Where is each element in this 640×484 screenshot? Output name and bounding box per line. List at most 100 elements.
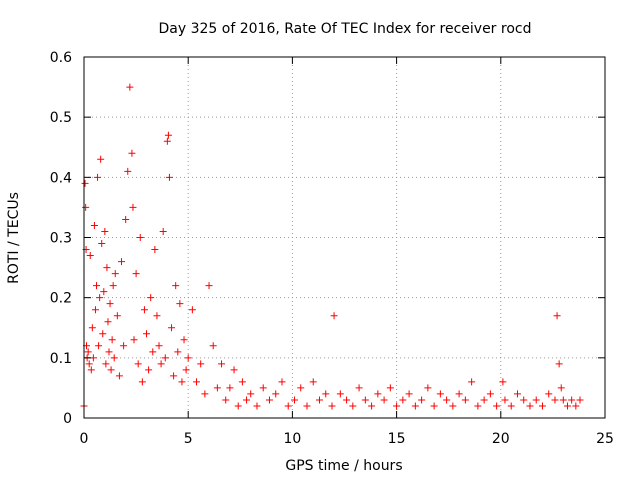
data-point [468, 378, 476, 386]
data-point [234, 402, 242, 410]
data-point [118, 258, 126, 266]
data-point [393, 402, 401, 410]
data-point [113, 312, 121, 320]
data-point [164, 131, 172, 139]
data-point [559, 396, 567, 404]
data-point [155, 342, 163, 350]
data-point [297, 384, 305, 392]
data-point [322, 390, 330, 398]
data-point [143, 330, 151, 338]
data-point [568, 396, 576, 404]
data-point [182, 366, 190, 374]
data-point [213, 384, 221, 392]
y-tick-label: 0.6 [50, 50, 72, 66]
data-point [95, 342, 103, 350]
data-point [486, 390, 494, 398]
data-point [105, 348, 113, 356]
data-point [247, 390, 255, 398]
data-point [99, 330, 107, 338]
data-point [102, 360, 110, 368]
data-point [230, 366, 238, 374]
data-point [380, 396, 388, 404]
data-point [85, 360, 93, 368]
data-point [126, 83, 134, 91]
data-point [374, 390, 382, 398]
data-point [328, 402, 336, 410]
data-point [132, 270, 140, 278]
data-point [474, 402, 482, 410]
data-point [418, 396, 426, 404]
data-point [110, 354, 118, 362]
data-point [526, 402, 534, 410]
data-point [443, 396, 451, 404]
data-point [168, 324, 176, 332]
data-point [284, 402, 292, 410]
data-point [115, 372, 123, 380]
y-tick-label: 0 [63, 411, 72, 427]
data-point [480, 396, 488, 404]
y-tick-label: 0.4 [50, 170, 72, 186]
data-point [259, 384, 267, 392]
data-point [104, 318, 112, 326]
data-point [238, 378, 246, 386]
y-tick-label: 0.1 [50, 351, 72, 367]
data-point [176, 300, 184, 308]
data-point [290, 396, 298, 404]
data-point [557, 384, 565, 392]
data-point [226, 384, 234, 392]
data-point [424, 384, 432, 392]
data-point [197, 360, 205, 368]
data-point [88, 324, 96, 332]
data-point [303, 402, 311, 410]
data-point [222, 396, 230, 404]
data-point [120, 342, 128, 350]
data-point [349, 402, 357, 410]
data-point [149, 348, 157, 356]
data-point [532, 396, 540, 404]
data-point [81, 179, 89, 187]
data-point [98, 240, 106, 248]
data-point [265, 396, 273, 404]
grid-lines [84, 57, 605, 418]
data-point [513, 390, 521, 398]
data-point [545, 390, 553, 398]
data-point [90, 221, 98, 229]
data-point [100, 288, 108, 296]
data-point [128, 149, 136, 157]
data-point [145, 366, 153, 374]
data-point [96, 294, 104, 302]
data-point [172, 282, 180, 290]
data-point [343, 396, 351, 404]
data-point [507, 402, 515, 410]
data-point [108, 336, 116, 344]
y-tick-label: 0.2 [50, 291, 72, 307]
data-point [82, 203, 90, 211]
data-point [134, 360, 142, 368]
data-point [315, 396, 323, 404]
data-point [209, 342, 217, 350]
data-point [520, 396, 528, 404]
data-point [449, 402, 457, 410]
data-point [170, 372, 178, 380]
data-point [138, 378, 146, 386]
data-point [218, 360, 226, 368]
data-point [161, 354, 169, 362]
data-point [205, 282, 213, 290]
data-point [153, 312, 161, 320]
data-point [193, 378, 201, 386]
data-point [103, 264, 111, 272]
data-point [122, 215, 130, 223]
data-point [140, 306, 148, 314]
data-point [368, 402, 376, 410]
data-point [188, 306, 196, 314]
data-point [330, 312, 338, 320]
data-point [165, 173, 173, 181]
data-point [151, 246, 159, 254]
data-point [336, 390, 344, 398]
y-tick-label: 0.3 [50, 231, 72, 247]
data-point [157, 360, 165, 368]
data-point [563, 402, 571, 410]
x-tick-label: 0 [80, 431, 89, 447]
data-point [551, 396, 559, 404]
